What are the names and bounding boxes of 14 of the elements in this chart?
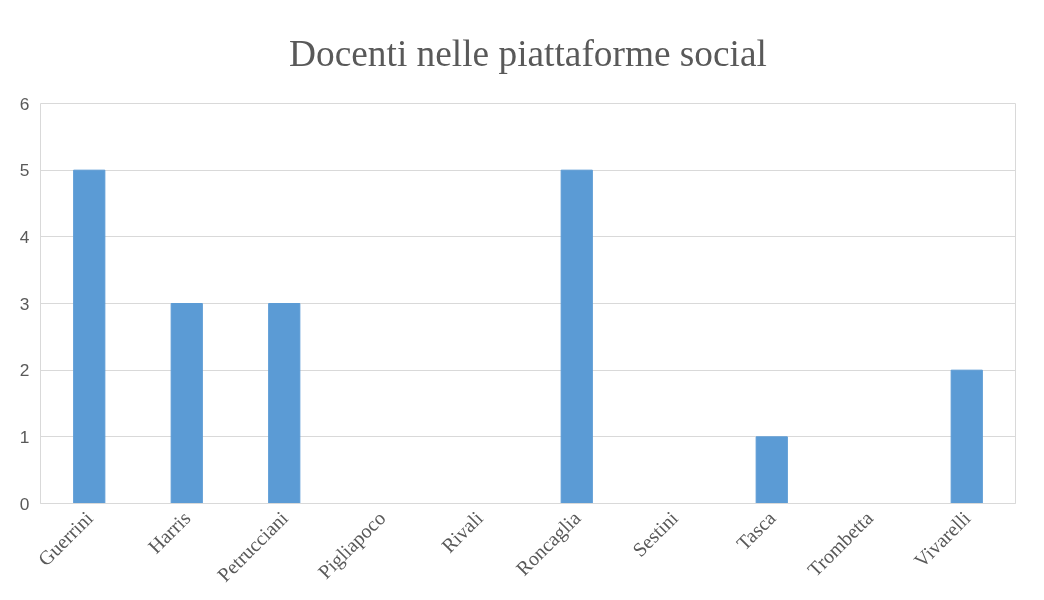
bar	[73, 169, 106, 504]
y-tick-label: 1	[19, 426, 30, 447]
chart-title: Docenti nelle piattaforme social	[289, 32, 767, 74]
bar	[560, 169, 593, 504]
bar	[950, 369, 983, 504]
bar	[755, 436, 788, 504]
y-tick-label: 0	[19, 493, 30, 514]
y-tick-label: 4	[19, 226, 30, 247]
y-tick-label: 3	[19, 293, 30, 314]
y-tick-label: 5	[19, 160, 30, 181]
y-tick-label: 2	[19, 360, 30, 381]
bar	[268, 303, 301, 504]
y-tick-label: 6	[19, 93, 30, 114]
bar	[170, 303, 203, 504]
